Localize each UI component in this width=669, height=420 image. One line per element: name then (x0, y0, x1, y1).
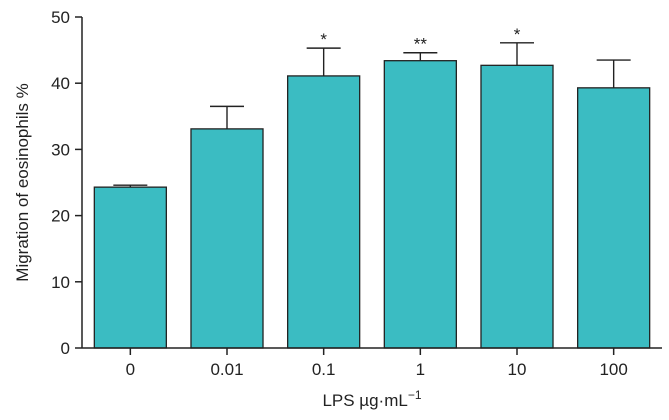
y-axis-title: Migration of eosinophils % (13, 83, 32, 281)
error-bar-0.1 (306, 47, 341, 76)
error-bar-0.01 (210, 105, 244, 129)
significance-marker-1: ** (414, 35, 428, 54)
bar-100 (577, 87, 651, 349)
y-tick-label: 0 (61, 339, 70, 358)
y-tick-label: 30 (51, 140, 70, 159)
bar-0.01 (190, 128, 264, 349)
y-tick-label: 50 (51, 8, 70, 27)
error-bar-100 (596, 59, 631, 88)
x-tick-label: 10 (508, 360, 527, 379)
bar-0 (93, 186, 167, 349)
x-tick-label: 0.1 (312, 360, 336, 379)
bar-0.1 (287, 75, 361, 349)
y-ticks-layer: 0 10 20 30 40 50 (51, 8, 82, 358)
bar-10 (480, 64, 554, 349)
x-tick-label: 0.01 (210, 360, 243, 379)
error-bar-10 (500, 42, 534, 66)
x-axis-title-superscript: −1 (408, 388, 422, 402)
significance-layer: * *** (320, 25, 520, 54)
x-axis-title-main: LPS µg·mL (322, 391, 407, 410)
x-tick-label: 100 (599, 360, 627, 379)
bar-1 (383, 60, 457, 349)
error-bar-0 (113, 184, 148, 188)
x-tick-label: 0 (126, 360, 135, 379)
x-tick-label: 1 (416, 360, 425, 379)
y-tick-label: 20 (51, 207, 70, 226)
x-axis-title: LPS µg·mL−1 (322, 388, 421, 410)
significance-marker-0.1: * (320, 30, 327, 49)
error-bars-layer (113, 42, 631, 188)
y-tick-label: 10 (51, 273, 70, 292)
error-bar-1 (403, 52, 438, 61)
y-tick-label: 40 (51, 74, 70, 93)
axes-layer (81, 17, 662, 349)
bars-layer (93, 60, 651, 349)
significance-marker-10: * (514, 25, 521, 44)
x-ticks-layer: 0 0.01 0.1 1 10 100 (126, 348, 628, 379)
